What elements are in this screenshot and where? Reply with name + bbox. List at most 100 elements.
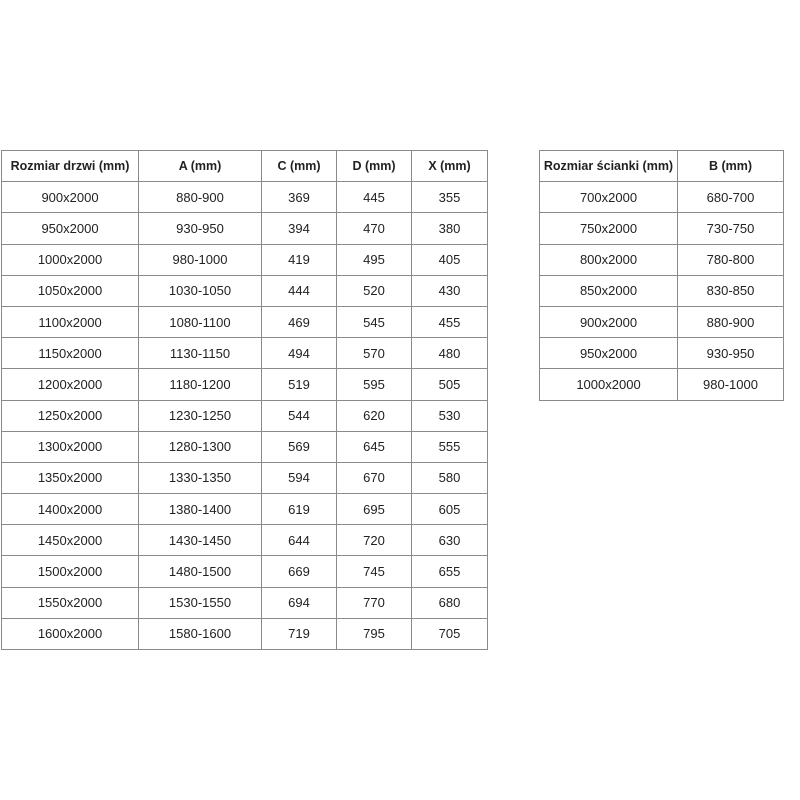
table-cell: 1480-1500 xyxy=(138,555,262,588)
table-cell: 980-1000 xyxy=(677,368,784,401)
table-cell: 570 xyxy=(336,337,412,370)
table-cell: 595 xyxy=(336,368,412,401)
table-cell: 850x2000 xyxy=(539,274,678,307)
table-cell: 1180-1200 xyxy=(138,368,262,401)
table-cell: 1200x2000 xyxy=(1,368,139,401)
table-cell: 505 xyxy=(411,368,488,401)
table-row: 1450x2000 1430-1450 644 720 630 xyxy=(1,524,488,557)
table-cell: 720 xyxy=(336,524,412,557)
table-header-row: Rozmiar drzwi (mm) A (mm) C (mm) D (mm) X (m… xyxy=(1,149,488,183)
table-cell: 580 xyxy=(411,461,488,495)
table-cell: 1230-1250 xyxy=(138,399,262,432)
table-cell: 1400x2000 xyxy=(1,493,139,526)
column-header: D (mm) xyxy=(336,149,412,183)
table-cell: 544 xyxy=(261,399,337,432)
column-header: B (mm) xyxy=(677,149,784,183)
table-cell: 1550x2000 xyxy=(1,586,139,619)
table-row: 1050x2000 1030-1050 444 520 430 xyxy=(1,274,488,307)
table-row: 1550x2000 1530-1550 694 770 680 xyxy=(1,586,488,619)
table-cell: 394 xyxy=(261,212,337,245)
table-cell: 530 xyxy=(411,399,488,432)
table-cell: 900x2000 xyxy=(539,305,678,339)
table-cell: 630 xyxy=(411,524,488,557)
door-sizes-table: Rozmiar drzwi (mm) A (mm) C (mm) D (mm) X (m… xyxy=(1,149,488,651)
table-row: 1400x2000 1380-1400 619 695 605 xyxy=(1,493,488,526)
table-cell: 1000x2000 xyxy=(1,243,139,276)
table-cell: 644 xyxy=(261,524,337,557)
table-cell: 1450x2000 xyxy=(1,524,139,557)
table-cell: 950x2000 xyxy=(539,337,678,370)
table-cell: 1300x2000 xyxy=(1,430,139,463)
table-row: 1500x2000 1480-1500 669 745 655 xyxy=(1,555,488,588)
table-cell: 719 xyxy=(261,617,337,651)
table-cell: 1430-1450 xyxy=(138,524,262,557)
table-cell: 1500x2000 xyxy=(1,555,139,588)
table-cell: 1380-1400 xyxy=(138,493,262,526)
table-cell: 470 xyxy=(336,212,412,245)
table-cell: 980-1000 xyxy=(138,243,262,276)
table-cell: 355 xyxy=(411,181,488,214)
table-row: 700x2000 680-700 xyxy=(539,181,784,214)
table-row: 950x2000 930-950 xyxy=(539,337,784,370)
table-cell: 730-750 xyxy=(677,212,784,245)
table-header-row: Rozmiar ścianki (mm) B (mm) xyxy=(539,149,784,183)
table-cell: 950x2000 xyxy=(1,212,139,245)
table-cell: 1050x2000 xyxy=(1,274,139,307)
table-cell: 1150x2000 xyxy=(1,337,139,370)
table-cell: 780-800 xyxy=(677,243,784,276)
table-row: 1000x2000 980-1000 xyxy=(539,368,784,401)
table-cell: 605 xyxy=(411,493,488,526)
table-cell: 545 xyxy=(336,305,412,339)
table-cell: 594 xyxy=(261,461,337,495)
table-row: 800x2000 780-800 xyxy=(539,243,784,276)
table-cell: 880-900 xyxy=(138,181,262,214)
table-cell: 555 xyxy=(411,430,488,463)
table-row: 1300x2000 1280-1300 569 645 555 xyxy=(1,430,488,463)
table-cell: 1100x2000 xyxy=(1,305,139,339)
table-cell: 705 xyxy=(411,617,488,651)
table-cell: 569 xyxy=(261,430,337,463)
table-row: 1350x2000 1330-1350 594 670 580 xyxy=(1,461,488,495)
table-cell: 750x2000 xyxy=(539,212,678,245)
table-row: 900x2000 880-900 xyxy=(539,305,784,339)
table-cell: 880-900 xyxy=(677,305,784,339)
table-row: 1250x2000 1230-1250 544 620 530 xyxy=(1,399,488,432)
table-cell: 1580-1600 xyxy=(138,617,262,651)
table-row: 1600x2000 1580-1600 719 795 705 xyxy=(1,617,488,651)
table-cell: 1130-1150 xyxy=(138,337,262,370)
table-cell: 1600x2000 xyxy=(1,617,139,651)
table-cell: 1350x2000 xyxy=(1,461,139,495)
table-cell: 430 xyxy=(411,274,488,307)
table-row: 750x2000 730-750 xyxy=(539,212,784,245)
table-cell: 680-700 xyxy=(677,181,784,214)
table-cell: 680 xyxy=(411,586,488,619)
table-row: 900x2000 880-900 369 445 355 xyxy=(1,181,488,214)
column-header: C (mm) xyxy=(261,149,337,183)
table-cell: 1530-1550 xyxy=(138,586,262,619)
table-cell: 520 xyxy=(336,274,412,307)
table-cell: 1000x2000 xyxy=(539,368,678,401)
table-cell: 930-950 xyxy=(138,212,262,245)
table-cell: 444 xyxy=(261,274,337,307)
column-header: X (mm) xyxy=(411,149,488,183)
table-cell: 1030-1050 xyxy=(138,274,262,307)
table-cell: 694 xyxy=(261,586,337,619)
table-cell: 494 xyxy=(261,337,337,370)
table-cell: 405 xyxy=(411,243,488,276)
wall-sizes-table: Rozmiar ścianki (mm) B (mm) 700x2000 680-7… xyxy=(539,149,784,401)
table-cell: 1280-1300 xyxy=(138,430,262,463)
table-cell: 670 xyxy=(336,461,412,495)
table-row: 950x2000 930-950 394 470 380 xyxy=(1,212,488,245)
table-cell: 745 xyxy=(336,555,412,588)
table-cell: 419 xyxy=(261,243,337,276)
column-header: A (mm) xyxy=(138,149,262,183)
table-cell: 770 xyxy=(336,586,412,619)
column-header: Rozmiar drzwi (mm) xyxy=(1,149,139,183)
table-cell: 480 xyxy=(411,337,488,370)
table-cell: 369 xyxy=(261,181,337,214)
column-header: Rozmiar ścianki (mm) xyxy=(539,149,678,183)
table-cell: 495 xyxy=(336,243,412,276)
table-row: 850x2000 830-850 xyxy=(539,274,784,307)
table-cell: 455 xyxy=(411,305,488,339)
table-cell: 519 xyxy=(261,368,337,401)
